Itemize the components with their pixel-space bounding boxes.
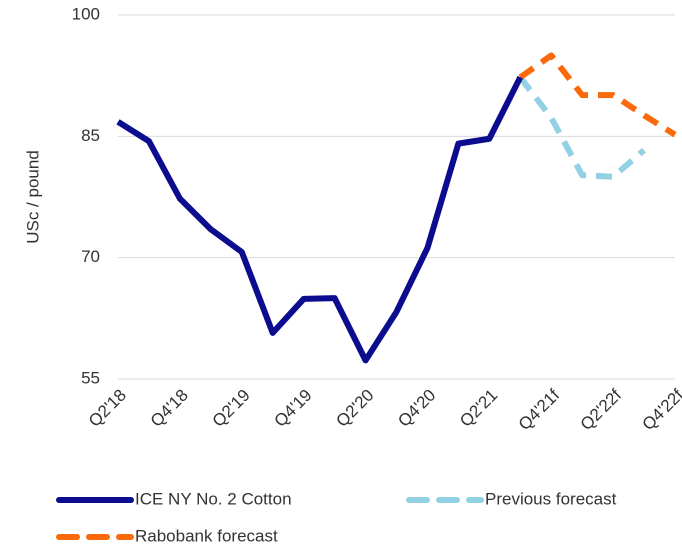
x-tick-label: Q4'22f xyxy=(639,385,682,434)
x-tick-label: Q4'21f xyxy=(515,385,564,434)
series-line xyxy=(518,52,677,138)
y-tick-label: 70 xyxy=(81,247,100,266)
series-line xyxy=(116,75,523,364)
y-tick-label: 100 xyxy=(72,4,100,23)
legend-label: Rabobank forecast xyxy=(135,526,278,545)
x-tick-label: Q2'19 xyxy=(209,386,254,431)
series-line xyxy=(517,75,647,180)
legend-label: Previous forecast xyxy=(485,489,617,508)
y-tick-label: 85 xyxy=(81,126,100,145)
x-tick-label: Q4'18 xyxy=(147,386,192,431)
x-tick-label: Q4'20 xyxy=(394,386,439,431)
x-tick-label: Q2'20 xyxy=(332,386,377,431)
x-tick-label: Q2'18 xyxy=(85,386,130,431)
x-tick-label: Q4'19 xyxy=(271,386,316,431)
y-axis-label: USc / pound xyxy=(23,150,42,244)
legend-label: ICE NY No. 2 Cotton xyxy=(135,489,292,508)
x-tick-label: Q2'22f xyxy=(577,385,626,434)
x-tick-label: Q2'21 xyxy=(456,386,501,431)
y-tick-label: 55 xyxy=(81,368,100,387)
